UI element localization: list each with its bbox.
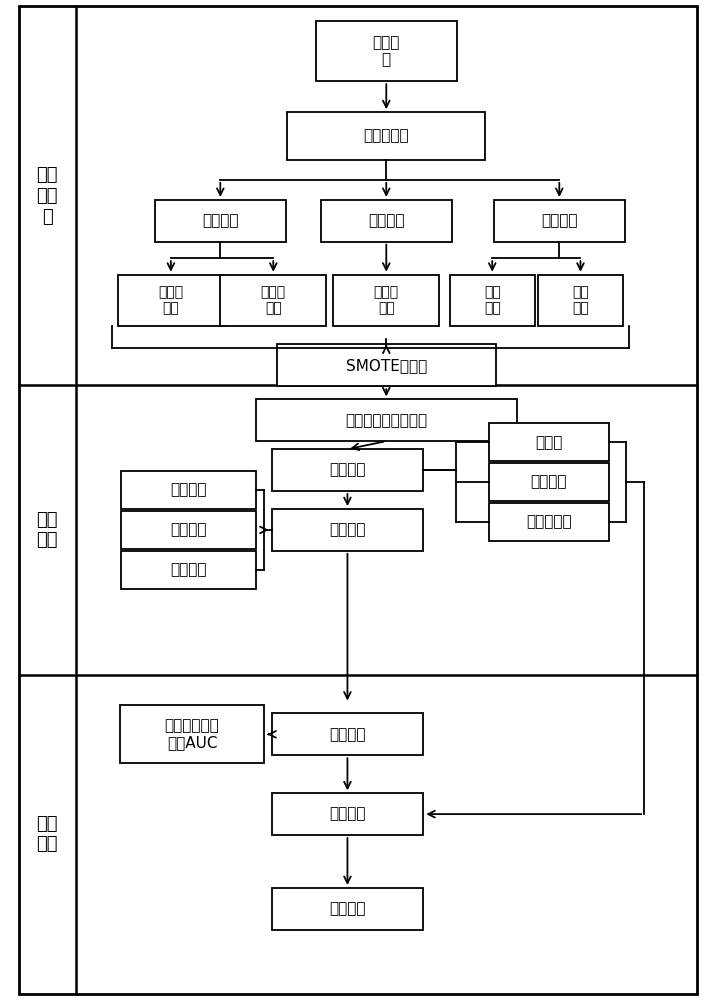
Text: 交叉验证: 交叉验证 xyxy=(170,483,207,498)
Text: 模型
评估: 模型 评估 xyxy=(37,815,58,853)
Bar xyxy=(538,275,623,326)
Text: 模型
建立: 模型 建立 xyxy=(37,511,58,549)
Bar xyxy=(118,275,224,326)
Text: 特征选择: 特征选择 xyxy=(541,213,578,228)
Bar xyxy=(121,471,256,509)
Text: 学习曲线: 学习曲线 xyxy=(170,522,207,537)
Bar xyxy=(287,112,485,160)
Bar xyxy=(333,275,440,326)
Bar xyxy=(220,275,326,326)
Bar xyxy=(321,200,452,242)
Bar xyxy=(316,21,457,81)
Text: 缺失值
填补: 缺失值 填补 xyxy=(261,285,286,316)
Bar xyxy=(489,423,609,461)
Bar xyxy=(256,399,517,441)
Text: 方差
过滤: 方差 过滤 xyxy=(484,285,501,316)
Text: 灵敏度、特异
度、AUC: 灵敏度、特异 度、AUC xyxy=(164,718,220,751)
Text: 数据变换: 数据变换 xyxy=(368,213,405,228)
Text: 数据清洗: 数据清洗 xyxy=(202,213,238,228)
Bar xyxy=(272,793,423,835)
Bar xyxy=(272,509,423,551)
Bar xyxy=(489,463,609,501)
Bar xyxy=(121,551,256,589)
Bar xyxy=(272,888,423,930)
Text: 异常值
处理: 异常值 处理 xyxy=(158,285,184,316)
Text: 数据预处理: 数据预处理 xyxy=(364,129,409,144)
Text: 原始数
据: 原始数 据 xyxy=(373,35,400,67)
Text: 数据
预处
理: 数据 预处 理 xyxy=(37,166,58,226)
Text: 模型构建: 模型构建 xyxy=(329,463,366,478)
Bar xyxy=(272,713,423,755)
Text: 最终模型: 最终模型 xyxy=(329,901,366,916)
Bar xyxy=(489,503,609,541)
Bar xyxy=(450,275,535,326)
Text: 网格搜索: 网格搜索 xyxy=(170,562,207,577)
Bar xyxy=(494,200,625,242)
Bar xyxy=(120,705,264,763)
Bar xyxy=(272,449,423,491)
Text: 模型评估: 模型评估 xyxy=(329,727,366,742)
Text: SMOTE过采样: SMOTE过采样 xyxy=(346,358,427,373)
Text: 决策树: 决策树 xyxy=(535,435,562,450)
Text: 支持向量机: 支持向量机 xyxy=(526,514,571,529)
Text: 随机森林: 随机森林 xyxy=(530,475,567,490)
Bar xyxy=(121,511,256,549)
Bar xyxy=(155,200,286,242)
Bar xyxy=(277,344,496,386)
Text: 参数优化: 参数优化 xyxy=(329,522,366,537)
Text: 划分训练集与测试集: 划分训练集与测试集 xyxy=(345,413,428,428)
Text: 互信
息法: 互信 息法 xyxy=(572,285,589,316)
Text: 组合投票: 组合投票 xyxy=(329,807,366,822)
Text: 数据标
准化: 数据标 准化 xyxy=(374,285,399,316)
